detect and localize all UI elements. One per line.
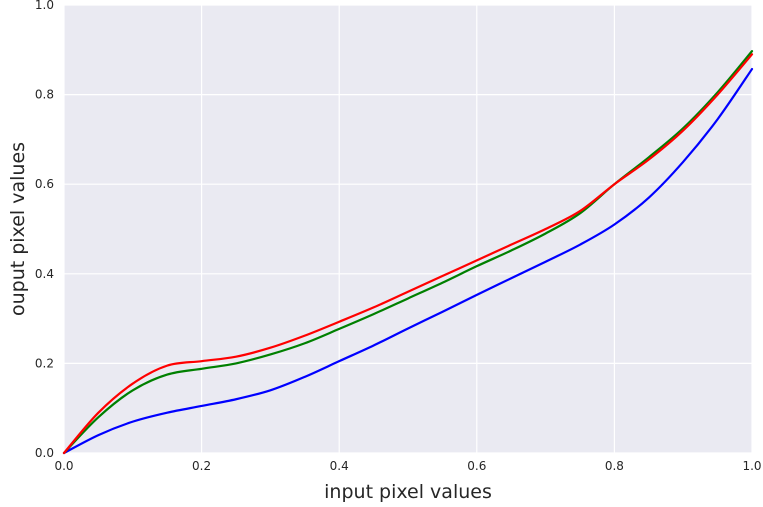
y-tick-label: 0.0	[35, 446, 54, 460]
x-tick-label: 0.6	[467, 459, 486, 473]
x-tick-label: 0.2	[192, 459, 211, 473]
x-tick-label: 0.4	[330, 459, 349, 473]
grid	[63, 4, 753, 454]
y-tick-label: 0.8	[35, 88, 54, 102]
y-tick-label: 1.0	[35, 0, 54, 12]
y-axis-label: ouput pixel values	[7, 142, 29, 316]
plot-area	[64, 5, 752, 453]
y-axis-ticks: 0.0 0.2 0.4 0.6 0.8 1.0	[35, 0, 54, 460]
series-line	[62, 53, 754, 455]
y-tick-label: 0.4	[35, 267, 54, 281]
series-line	[62, 67, 754, 455]
y-tick-label: 0.2	[35, 356, 54, 370]
y-tick-label: 0.6	[35, 177, 54, 191]
x-tick-label: 1.0	[742, 459, 761, 473]
x-tick-label: 0.0	[54, 459, 73, 473]
x-axis-ticks: 0.0 0.2 0.4 0.6 0.8 1.0	[54, 459, 761, 473]
series-group	[62, 50, 754, 455]
x-tick-label: 0.8	[605, 459, 624, 473]
x-axis-label: input pixel values	[324, 481, 492, 503]
series-line	[62, 50, 754, 455]
